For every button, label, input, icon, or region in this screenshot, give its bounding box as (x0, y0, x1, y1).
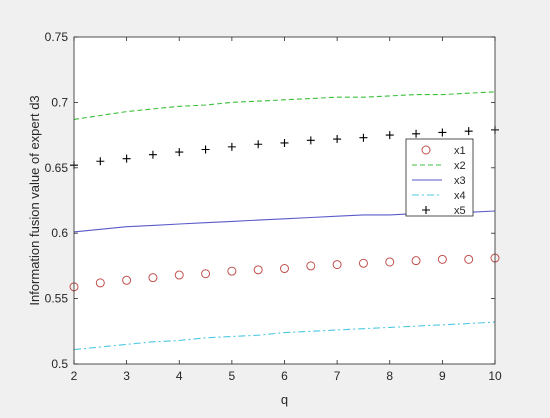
y-tick-label: 0.6 (51, 226, 68, 240)
legend-swatch (422, 206, 430, 214)
x5-point (280, 138, 289, 147)
x-tick-label: 6 (281, 369, 288, 383)
x-tick-label: 10 (488, 369, 502, 383)
x5-point (175, 148, 184, 157)
x5-point (148, 150, 157, 159)
x1-point (358, 258, 368, 268)
series-x1 (69, 253, 500, 292)
x5-point (122, 154, 131, 163)
x2-line (73, 91, 496, 120)
legend-swatch (421, 145, 431, 155)
x-tick-label: 8 (386, 369, 393, 383)
y-tick-label: 0.7 (51, 95, 68, 109)
x1-point (201, 269, 211, 279)
legend-entry-x1: x1 (421, 145, 466, 157)
x1-point (253, 265, 263, 275)
y-tick-label: 0.75 (45, 30, 69, 44)
legend-box (405, 138, 474, 217)
y-tick-label: 0.65 (45, 161, 69, 175)
legend-label: x2 (454, 160, 466, 172)
x1-point (95, 278, 105, 288)
legend-label: x3 (454, 175, 466, 187)
x-tick-label: 7 (334, 369, 341, 383)
x5-point (464, 127, 473, 136)
x-axis-label: q (281, 392, 288, 407)
x1-point (280, 264, 289, 274)
x1-point (174, 270, 184, 280)
x5-point (333, 135, 342, 144)
x5-point (359, 133, 368, 142)
x5-point (385, 131, 394, 140)
legend-label: x5 (454, 205, 466, 217)
x5-point (438, 128, 447, 137)
x-tick-label: 5 (229, 369, 236, 383)
x1-point (148, 273, 158, 283)
x1-point (227, 266, 237, 276)
x1-point (385, 257, 395, 267)
x-tick-label: 2 (71, 369, 78, 383)
x5-point (254, 140, 263, 149)
legend-entry-x3: x3 (412, 175, 466, 187)
y-axis-label: Information fusion value of expert d3 (27, 95, 42, 305)
x-tick-label: 4 (176, 369, 183, 383)
x5-point (96, 157, 105, 166)
x5-point (412, 129, 421, 138)
legend-entry-x4: x4 (412, 190, 466, 202)
legend-label: x4 (454, 190, 466, 202)
x5-point (306, 136, 315, 145)
x1-point (306, 261, 316, 271)
x5-point (201, 145, 210, 154)
x5-point (227, 142, 236, 151)
x1-point (411, 256, 421, 266)
x1-point (122, 275, 132, 285)
x1-point (332, 260, 342, 270)
legend-label: x1 (454, 145, 466, 157)
tick-layer: 2 3 4 5 6 7 8 9 10 0.5 0.55 0.6 0.65 0.7 0.75 (45, 30, 502, 383)
x-tick-label: 3 (123, 369, 130, 383)
legend: x1 x2 x3 x4 x5 (405, 138, 474, 217)
y-tick-label: 0.55 (45, 292, 69, 306)
legend-entry-x2: x2 (412, 160, 466, 172)
legend-entry-x5: x5 (422, 205, 466, 217)
x-tick-label: 9 (439, 369, 446, 383)
x1-point (464, 254, 474, 264)
series-x4 (73, 321, 496, 351)
y-tick-label: 0.5 (51, 357, 68, 371)
x4-line (73, 321, 496, 351)
series-x2 (73, 91, 496, 120)
x1-point (437, 254, 447, 264)
